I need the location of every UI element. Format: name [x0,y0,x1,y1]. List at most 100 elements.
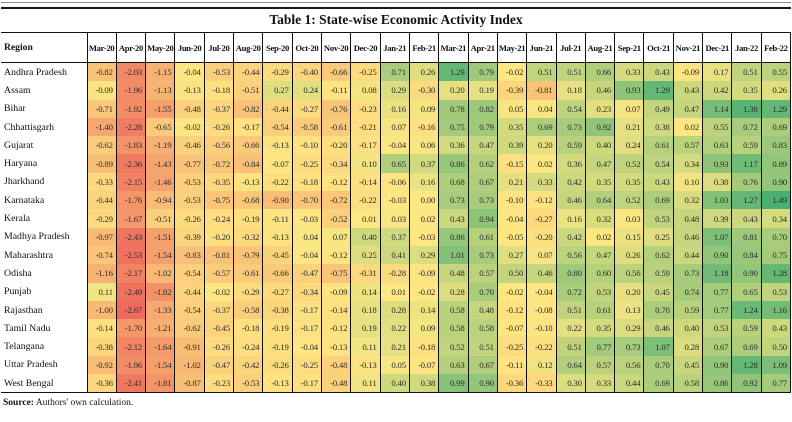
value-cell: 0.35 [496,117,527,137]
value-cell: -0.09 [672,62,703,82]
value-cell: -0.81 [526,81,556,100]
value-cell: 0.26 [408,62,439,82]
value-cell: 0.47 [672,99,703,118]
value-cell: -0.26 [203,117,234,137]
table-row: Assam -0.09 -1.96 -1.13 -0.13 -0.18 -0.51 0.27 0… [1,81,792,100]
table-row: Uttar Pradesh -0.92 -1.96 -1.54 -1.02 -0.47 -0… [1,355,792,375]
value-cell: -1.13 [145,81,175,100]
value-cell: -0.72 [203,154,234,173]
value-cell: 0.06 [408,136,439,155]
value-cell: -0.14 [350,172,381,192]
value-cell: -0.17 [350,136,381,155]
value-cell: -0.27 [262,282,293,301]
value-cell: 0.73 [438,191,469,210]
value-cell: 0.51 [731,62,762,82]
value-cell: -0.17 [291,319,322,338]
value-cell: -0.13 [262,227,293,246]
value-cell: 1.07 [702,227,732,246]
value-cell: -0.34 [320,154,351,173]
value-cell: 0.34 [672,154,703,173]
value-cell: 0.13 [614,300,644,320]
value-cell: 0.63 [702,136,732,155]
value-cell: -0.62 [86,136,117,155]
column-header-month: Apr-21 [467,32,498,63]
value-cell: 0.05 [379,355,410,375]
region-cell: Madhya Pradesh [1,227,87,246]
value-cell: -0.38 [262,300,293,320]
region-cell: Assam [1,81,87,100]
value-cell: 0.72 [731,117,762,137]
region-cell: Rajasthan [1,300,87,320]
value-cell: 0.46 [526,264,556,283]
value-cell: -0.22 [350,191,381,210]
value-cell: -0.17 [233,117,263,137]
value-cell: 0.76 [731,172,762,192]
value-cell: 0.46 [555,191,586,210]
column-header-month: Aug-21 [584,32,615,63]
table-row: West Bengal -0.36 -2.41 -1.81 -0.87 -0.23 -0.5… [1,374,792,394]
value-cell: 0.28 [379,300,410,320]
value-cell: 0.83 [760,136,792,155]
value-cell: 1.16 [760,300,792,320]
value-cell: 0.37 [408,154,439,173]
value-cell: 0.29 [614,319,644,338]
column-header-month: Nov-21 [672,32,703,63]
value-cell: -0.57 [203,264,234,283]
value-cell: 0.82 [467,99,498,118]
value-cell: -0.92 [86,355,117,375]
value-cell: -0.19 [262,319,293,338]
value-cell: -0.97 [86,227,117,246]
value-cell: -0.54 [174,300,205,320]
value-cell: 0.44 [672,245,703,265]
value-cell: 0.24 [291,81,322,100]
column-header-month: Jun-21 [526,32,556,63]
value-cell: -0.04 [174,62,205,82]
region-cell: Jharkhand [1,172,87,192]
value-cell: 0.41 [379,245,410,265]
value-cell: -0.44 [262,99,293,118]
value-cell: -0.09 [408,264,439,283]
value-cell: -0.05 [496,227,527,246]
value-cell: 0.55 [760,62,792,82]
value-cell: -1.02 [145,264,175,283]
value-cell: -0.25 [496,337,527,356]
value-cell: 0.42 [555,172,586,192]
value-cell: 0.84 [731,245,762,265]
value-cell: 0.52 [438,337,469,356]
value-cell: 0.46 [672,227,703,246]
value-cell: -1.46 [145,172,175,192]
value-cell: 0.33 [584,374,615,394]
value-cell: -0.12 [320,245,351,265]
value-cell: 0.53 [584,282,615,301]
value-cell: -0.26 [262,355,293,375]
value-cell: 0.29 [408,245,439,265]
value-cell: -0.44 [86,191,117,210]
value-cell: 0.24 [614,136,644,155]
value-cell: -0.02 [496,282,527,301]
value-cell: 0.43 [760,319,792,338]
value-cell: 0.50 [496,264,527,283]
value-cell: 0.36 [555,154,586,173]
column-header-month: Jan-22 [731,32,762,63]
value-cell: -0.83 [174,245,205,265]
value-cell: 0.14 [350,282,381,301]
value-cell: -0.75 [203,191,234,210]
value-cell: -2.43 [115,227,146,246]
value-cell: 0.47 [584,154,615,173]
table-row: Jharkhand -0.33 -2.15 -1.46 -0.53 -0.35 -0.13-… [1,172,792,192]
value-cell: 0.69 [731,337,762,356]
value-cell: -0.10 [291,136,322,155]
value-cell: -0.31 [350,264,381,283]
value-cell: 0.73 [614,337,644,356]
value-cell: -0.21 [350,117,381,137]
column-header-month: Mar-21 [438,32,469,63]
eai-heatmap-table: Region Mar-20 Apr-20 May-20 Jun-20 Jul-20 Aug… [1,32,792,394]
table-row: Karnataka -0.44 -1.76 -0.94 -0.53 -0.75 -0.68-… [1,191,792,210]
value-cell: -0.18 [203,81,234,100]
value-cell: -0.76 [320,99,351,118]
value-cell: -0.30 [408,81,439,100]
value-cell: -0.91 [174,337,205,356]
value-cell: 0.16 [555,209,586,228]
value-cell: -1.76 [115,191,146,210]
value-cell: -0.58 [291,117,322,137]
